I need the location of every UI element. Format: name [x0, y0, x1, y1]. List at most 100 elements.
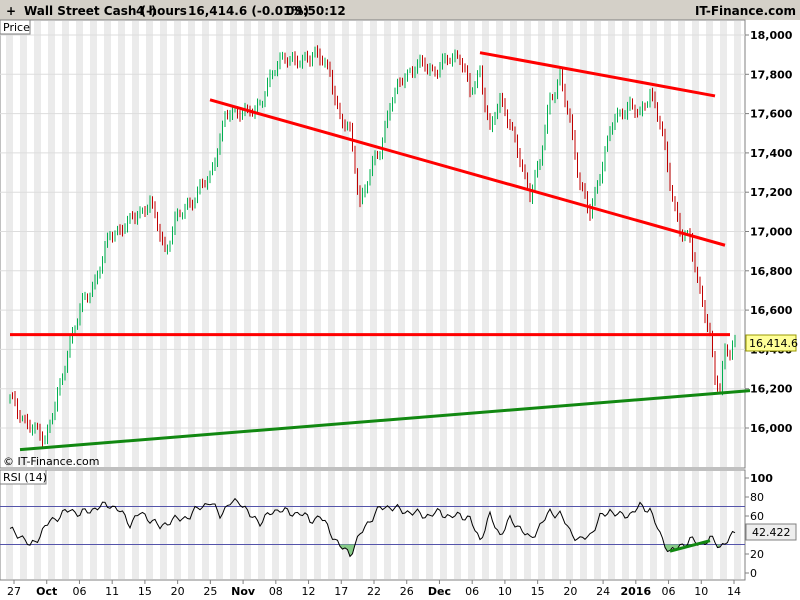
grid-stripe	[20, 21, 27, 467]
resistance-trend-line	[479, 51, 716, 98]
price-y-tick-label: 16,000	[750, 422, 793, 435]
x-tick-label: 06	[72, 585, 86, 598]
grid-stripe	[216, 21, 223, 467]
header-expand-icon[interactable]: +	[6, 4, 16, 18]
x-tick-label: 10	[694, 585, 708, 598]
grid-stripe	[62, 471, 69, 579]
grid-stripe	[370, 471, 377, 579]
grid-stripe	[146, 471, 153, 579]
grid-stripe	[552, 471, 559, 579]
rsi-oversold-fill	[340, 544, 355, 557]
grid-stripe	[174, 471, 181, 579]
grid-stripe	[286, 21, 293, 467]
grid-stripe	[342, 471, 349, 579]
grid-stripe	[160, 471, 167, 579]
grid-stripe	[440, 21, 447, 467]
x-tick-label: Nov	[231, 585, 256, 598]
grid-stripe	[90, 21, 97, 467]
grid-stripe	[202, 471, 209, 579]
grid-stripe	[692, 21, 699, 467]
x-tick-label: 14	[727, 585, 741, 598]
grid-stripe	[146, 21, 153, 467]
grid-stripe	[300, 471, 307, 579]
grid-stripe	[580, 21, 587, 467]
grid-stripe	[272, 471, 279, 579]
grid-stripe	[62, 21, 69, 467]
grid-stripe	[538, 21, 545, 467]
rsi-grid	[6, 471, 741, 579]
grid-stripe	[552, 21, 559, 467]
grid-stripe	[706, 21, 713, 467]
grid-stripe	[328, 471, 335, 579]
grid-stripe	[384, 471, 391, 579]
grid-stripe	[174, 21, 181, 467]
grid-stripe	[76, 21, 83, 467]
price-candles	[9, 45, 736, 447]
grid-stripe	[90, 471, 97, 579]
header-timeframe: 4 hours	[136, 4, 187, 18]
grid-stripe	[118, 471, 125, 579]
grid-stripe	[538, 471, 545, 579]
grid-stripe	[202, 21, 209, 467]
grid-stripe	[496, 21, 503, 467]
grid-stripe	[650, 471, 657, 579]
header-time: 09:50:12	[286, 4, 346, 18]
rsi-y-tick-label: 0	[750, 567, 757, 580]
x-tick-label: 11	[105, 585, 119, 598]
rsi-panel: 020406080100 RSI (14) 42.422	[0, 469, 797, 581]
rsi-y-tick-label: 100	[750, 472, 773, 485]
grid-stripe	[524, 471, 531, 579]
x-tick-label: 08	[269, 585, 283, 598]
x-tick-label: 12	[302, 585, 316, 598]
grid-stripe	[636, 21, 643, 467]
grid-stripe	[594, 471, 601, 579]
grid-stripe	[20, 471, 27, 579]
rsi-last-value: 42.422	[752, 526, 791, 539]
grid-stripe	[566, 471, 573, 579]
grid-stripe	[482, 471, 489, 579]
rsi-y-tick-label: 80	[750, 491, 764, 504]
grid-stripe	[622, 471, 629, 579]
grid-stripe	[734, 21, 741, 467]
grid-stripe	[216, 471, 223, 579]
x-tick-label: 24	[596, 585, 610, 598]
price-y-tick-label: 17,400	[750, 147, 793, 160]
price-y-tick-label: 16,600	[750, 304, 793, 317]
grid-stripe	[300, 21, 307, 467]
grid-stripe	[580, 471, 587, 579]
grid-stripe	[412, 471, 419, 579]
grid-stripe	[440, 471, 447, 579]
price-horizontal-grid	[0, 34, 745, 429]
grid-stripe	[342, 21, 349, 467]
grid-stripe	[104, 471, 111, 579]
grid-stripe	[258, 471, 265, 579]
rsi-y-tick-label: 20	[750, 548, 764, 561]
grid-stripe	[230, 21, 237, 467]
grid-stripe	[566, 21, 573, 467]
price-panel-label: Price	[3, 21, 30, 34]
grid-stripe	[314, 21, 321, 467]
rsi-line	[9, 497, 736, 558]
grid-stripe	[328, 21, 335, 467]
grid-stripe	[426, 471, 433, 579]
x-tick-label: 06	[465, 585, 479, 598]
grid-stripe	[160, 21, 167, 467]
grid-stripe	[412, 21, 419, 467]
rsi-oversold-fill	[665, 544, 680, 552]
x-tick-label: Oct	[36, 585, 57, 598]
grid-stripe	[118, 21, 125, 467]
price-trend-lines	[10, 51, 751, 452]
x-tick-label: 15	[138, 585, 152, 598]
header-brand: IT-Finance.com	[695, 4, 796, 18]
price-y-tick-label: 17,600	[750, 108, 793, 121]
header-bar	[0, 0, 800, 20]
price-y-axis: 16,00016,20016,40016,60016,80017,00017,2…	[745, 29, 793, 435]
grid-stripe	[272, 21, 279, 467]
price-y-tick-label: 16,200	[750, 383, 793, 396]
grid-stripe	[664, 21, 671, 467]
x-tick-label: 22	[367, 585, 381, 598]
price-y-tick-label: 16,800	[750, 265, 793, 278]
grid-stripe	[356, 21, 363, 467]
grid-stripe	[132, 471, 139, 579]
